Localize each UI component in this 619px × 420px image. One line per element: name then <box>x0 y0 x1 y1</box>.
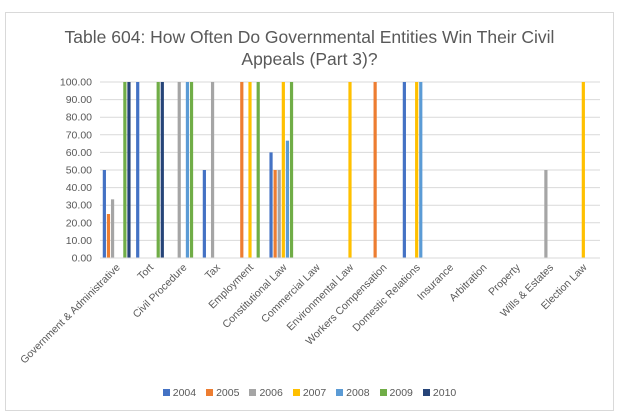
y-tick-label: 30.00 <box>66 200 92 212</box>
legend-label: 2006 <box>259 387 283 399</box>
legend-label: 2010 <box>432 387 457 399</box>
legend-item: 2004 <box>162 387 197 399</box>
bar-2004 <box>202 170 206 258</box>
x-category-label: Commercial Law <box>259 261 323 325</box>
legend-item: 2008 <box>336 387 370 399</box>
x-category-label: Tax <box>203 261 224 282</box>
bar-2006 <box>110 199 115 258</box>
bar-2004 <box>269 152 273 258</box>
bar-2009 <box>156 82 160 258</box>
legend-label: 2007 <box>302 387 327 399</box>
chart-title: Table 604: How Often Do Governmental Ent… <box>0 26 619 70</box>
legend-label: 2005 <box>216 387 240 399</box>
legend-swatch-icon <box>249 389 257 396</box>
chart-title-line-1: Table 604: How Often Do Governmental Ent… <box>64 27 555 47</box>
y-tick-label: 60.00 <box>66 147 92 159</box>
chart-frame <box>5 12 614 411</box>
bar-2009 <box>123 82 127 258</box>
legend-item: 2009 <box>379 387 413 399</box>
bar-2010 <box>160 82 164 258</box>
legend-swatch-icon <box>422 389 430 396</box>
legend-item: 2005 <box>206 387 239 399</box>
legend: 2004 2005 2006 2007 2008 2009 2010 <box>0 387 619 399</box>
bar-2004 <box>136 82 140 258</box>
legend-swatch-icon <box>206 389 214 396</box>
bar-2009 <box>289 82 294 258</box>
y-tick-label: 0.00 <box>72 253 93 265</box>
bar-2009 <box>189 82 194 258</box>
y-tick-label: 80.00 <box>66 112 92 124</box>
chart-title-line-2: Appeals (Part 3)? <box>241 49 378 69</box>
bar-2010 <box>127 82 131 258</box>
legend-item: 2010 <box>422 387 457 399</box>
bar-2006 <box>544 170 548 258</box>
bar-2006 <box>177 82 181 258</box>
x-category-label: Tort <box>135 262 156 283</box>
y-tick-label: 10.00 <box>66 235 92 247</box>
bar-2009 <box>256 82 260 258</box>
legend-swatch-icon <box>336 389 344 396</box>
bar-2005 <box>106 214 111 258</box>
y-tick-label: 50.00 <box>66 165 92 177</box>
bar-2005 <box>240 82 244 258</box>
legend-item: 2007 <box>292 387 327 399</box>
legend-swatch-icon <box>292 389 300 396</box>
y-tick-label: 70.00 <box>66 129 92 141</box>
legend-swatch-icon <box>162 389 170 396</box>
legend-label: 2008 <box>346 387 370 399</box>
bar-2005 <box>373 82 377 258</box>
y-tick-label: 90.00 <box>66 94 92 106</box>
bars <box>102 82 585 258</box>
bar-2008 <box>419 82 423 258</box>
bar-2007 <box>348 82 352 258</box>
bar-2004 <box>102 170 106 258</box>
y-axis-tick-labels: 0.00 10.00 20.00 30.00 40.00 50.00 60.00 70.00 8… <box>60 77 92 265</box>
legend-label: 2009 <box>389 387 413 399</box>
bar-2005 <box>273 170 277 258</box>
bar-2004 <box>402 82 406 258</box>
bar-2008 <box>185 82 190 258</box>
legend-label: 2004 <box>172 387 197 399</box>
x-category-label: Government & Administrative <box>18 262 123 367</box>
legend-item: 2006 <box>249 387 283 399</box>
bar-2006 <box>277 170 281 258</box>
bar-2008 <box>285 140 290 258</box>
bar-2007 <box>581 82 585 258</box>
bar-2007 <box>415 82 419 258</box>
y-tick-label: 20.00 <box>66 217 92 229</box>
bar-2007 <box>281 82 285 258</box>
y-tick-label: 40.00 <box>66 182 92 194</box>
bar-2007 <box>248 82 252 258</box>
legend-swatch-icon <box>379 389 387 396</box>
bar-2006 <box>210 82 215 258</box>
y-tick-label: 100.00 <box>60 77 92 89</box>
